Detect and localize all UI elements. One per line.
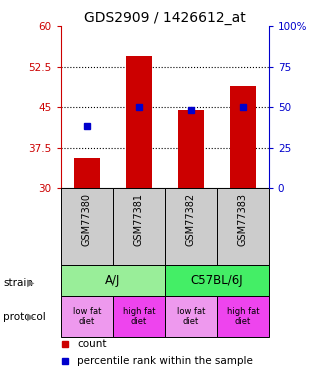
Bar [165, 297, 217, 337]
Text: high fat
diet: high fat diet [123, 307, 155, 326]
Text: GSM77383: GSM77383 [238, 193, 248, 246]
Text: GSM77381: GSM77381 [134, 193, 144, 246]
Bar [74, 158, 100, 188]
Text: low fat
diet: low fat diet [73, 307, 101, 326]
Bar [165, 188, 217, 264]
Bar [61, 297, 113, 337]
Bar [217, 297, 269, 337]
Bar [113, 297, 165, 337]
Text: A/J: A/J [105, 274, 121, 287]
Text: high fat
diet: high fat diet [227, 307, 259, 326]
Text: GSM77382: GSM77382 [186, 193, 196, 246]
Bar [217, 188, 269, 264]
Text: strain: strain [3, 278, 33, 288]
Text: percentile rank within the sample: percentile rank within the sample [77, 356, 253, 366]
Text: count: count [77, 339, 107, 349]
Text: ▶: ▶ [27, 278, 35, 288]
Bar [230, 86, 256, 188]
Bar [113, 188, 165, 264]
Bar [165, 264, 269, 297]
Bar [61, 188, 113, 264]
Bar [178, 110, 204, 188]
Title: GDS2909 / 1426612_at: GDS2909 / 1426612_at [84, 11, 246, 25]
Text: ▶: ▶ [27, 312, 35, 322]
Bar [126, 56, 152, 188]
Bar [61, 264, 165, 297]
Text: low fat
diet: low fat diet [177, 307, 205, 326]
Text: protocol: protocol [3, 312, 46, 322]
Text: C57BL/6J: C57BL/6J [190, 274, 243, 287]
Text: GSM77380: GSM77380 [82, 193, 92, 246]
